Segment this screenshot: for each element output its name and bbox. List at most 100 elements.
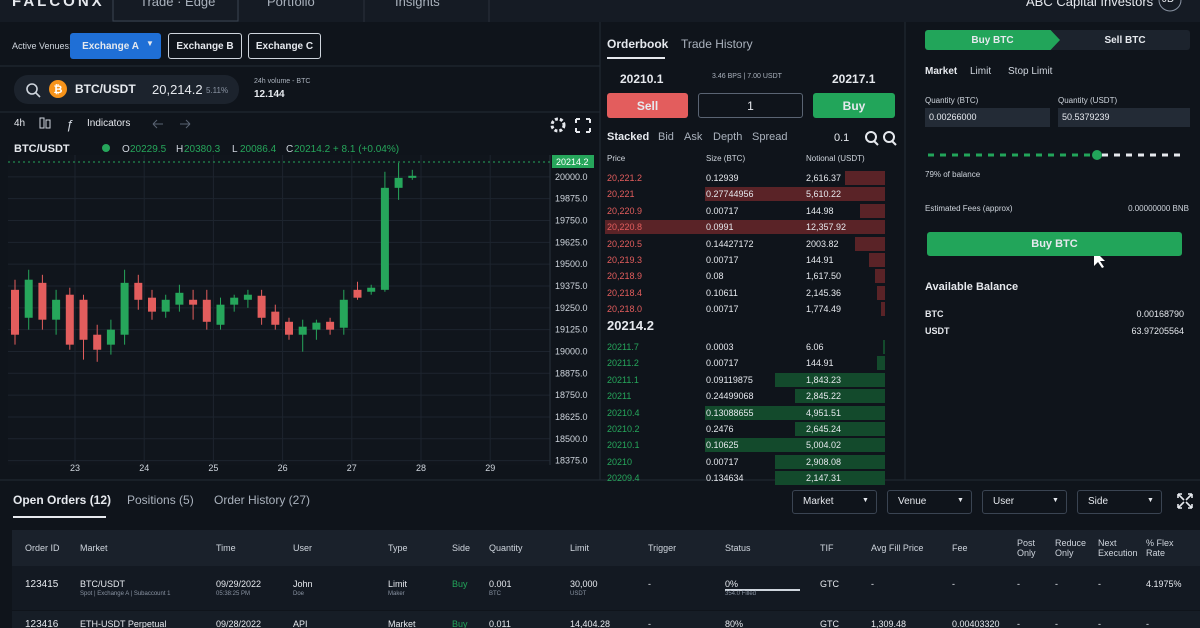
indicators[interactable]: Indicators [87, 118, 131, 129]
quantity-input[interactable]: 1 [698, 93, 803, 118]
qty-input[interactable]: 0.00266000 [925, 108, 1050, 127]
y-tick-label: 19250.0 [555, 303, 588, 313]
view-tab[interactable]: Stacked [607, 131, 650, 143]
order-type[interactable]: Market [925, 66, 958, 77]
depth-bar [869, 253, 885, 267]
depth-bar [855, 236, 885, 251]
view-tab[interactable]: Spread [752, 131, 788, 143]
column-header: Reduce Only [1055, 538, 1087, 558]
cell: 0.011 [489, 619, 511, 628]
depth-bar [877, 285, 885, 300]
y-tick-label: 19875.0 [555, 194, 588, 204]
cell: 0.00403320 [952, 619, 1000, 628]
candle-body [394, 177, 403, 188]
cell: 09/28/2022 [216, 619, 262, 628]
view-tab[interactable]: Ask [684, 131, 703, 143]
chart-area [8, 155, 550, 465]
search-icon[interactable] [26, 83, 38, 95]
filter-dropdown[interactable]: Market [792, 490, 877, 514]
bid-cell: 0.13088655 [706, 407, 754, 418]
dropdown-caret: ▼ [957, 497, 964, 504]
bid-cell: 20209.4 [607, 473, 640, 484]
bid-cell: 5,004.02 [806, 440, 842, 451]
redo-icon[interactable] [180, 119, 191, 129]
ask-cell: 0.00717 [706, 255, 739, 265]
y-tick-label: 18375.0 [555, 456, 588, 466]
venue-button[interactable]: Exchange B [168, 33, 242, 59]
sell-button[interactable]: Sell [607, 93, 688, 118]
legend-low: 20086.4 [240, 144, 277, 155]
venue-button[interactable]: Exchange C [248, 33, 321, 59]
cell: GTC [820, 619, 839, 628]
expand-icon[interactable] [575, 118, 591, 133]
y-tick-label: 18875.0 [555, 368, 588, 378]
dropdown-caret: ▼ [146, 39, 154, 48]
candle-body [326, 321, 335, 330]
depth-bar [775, 372, 885, 387]
zoom-out-icon[interactable] [883, 131, 895, 143]
balance-amount: 0.00168790 [1136, 309, 1184, 319]
cell: 0.001 [489, 579, 512, 589]
account-name: ABC Capital Investors [1026, 0, 1154, 9]
settings-icon[interactable] [550, 117, 566, 133]
buy-button[interactable]: Buy [813, 93, 895, 118]
zoom-in-icon [873, 140, 879, 146]
cell-sub: 354.0 Filled [725, 591, 757, 597]
orders-tab[interactable]: Order History (27) [214, 493, 311, 507]
candle-body [189, 299, 198, 305]
qty-input[interactable]: 50.5379239 [1058, 108, 1190, 127]
bid-cell: 2,845.22 [806, 391, 842, 402]
zoom-in-icon[interactable] [865, 131, 877, 143]
view-tab[interactable]: Depth [713, 131, 743, 143]
tab[interactable]: Trade History [681, 37, 753, 51]
y-tick-label: 19375.0 [555, 281, 588, 291]
interval[interactable]: 4h [14, 118, 26, 129]
view-tab[interactable]: Bid [658, 131, 674, 143]
cell: - [1098, 579, 1101, 589]
submit-button[interactable]: Buy BTC [927, 232, 1182, 256]
order-type[interactable]: Limit [970, 66, 992, 77]
cell: 80% [725, 619, 744, 628]
legend-dot [102, 144, 110, 152]
ask-cell: 20,220.9 [607, 205, 643, 216]
depth-bar [775, 454, 885, 469]
order-type[interactable]: Stop Limit [1008, 66, 1053, 77]
expand-table-icon[interactable] [1177, 493, 1193, 509]
filter-dropdown[interactable]: Side [1077, 490, 1162, 514]
cell: - [648, 619, 651, 628]
filter-dropdown[interactable]: Venue [887, 490, 972, 514]
nav-tab[interactable]: Portfolio [267, 0, 315, 9]
nav-tab[interactable]: Trade · Edge [140, 0, 216, 9]
slider-knob[interactable] [1092, 150, 1102, 160]
ask-cell: 20,218.9 [607, 271, 643, 282]
venue-button[interactable]: Exchange A [70, 33, 161, 59]
legend-key: O [122, 144, 130, 155]
orders-tab[interactable]: Positions (5) [127, 493, 194, 507]
y-tick-label: 19625.0 [555, 237, 588, 247]
bid-cell: 20210 [607, 456, 633, 467]
bid-cell: 0.00717 [706, 456, 739, 467]
increment[interactable]: 0.1 [834, 132, 850, 144]
candle-icon[interactable] [39, 117, 45, 129]
depth-bar [775, 471, 885, 486]
cell: Limit [388, 579, 408, 589]
x-tick-label: 24 [139, 463, 149, 473]
depth-bar [705, 405, 885, 420]
ticker-pill[interactable] [14, 75, 239, 104]
current-price-label: 20214.2 [556, 157, 589, 167]
buy-side[interactable]: Buy BTC [925, 30, 1060, 50]
nav-tab[interactable]: Insights [395, 0, 440, 9]
orders-tab[interactable]: Open Orders (12) [13, 493, 112, 507]
fx-icon[interactable]: ƒ [66, 117, 73, 132]
undo-icon[interactable] [152, 119, 163, 129]
cell: 123415 [25, 579, 59, 590]
tab[interactable]: Orderbook [607, 37, 669, 51]
candle-body [24, 279, 33, 318]
candle-icon [45, 119, 51, 129]
sell-side[interactable]: Sell BTC [1104, 34, 1146, 46]
bid-cell: 20211 [607, 391, 632, 402]
cell: ETH-USDT Perpetual [80, 619, 167, 628]
filter-dropdown[interactable]: User [982, 490, 1067, 514]
ticker-price: 20,214.2 [152, 82, 203, 97]
